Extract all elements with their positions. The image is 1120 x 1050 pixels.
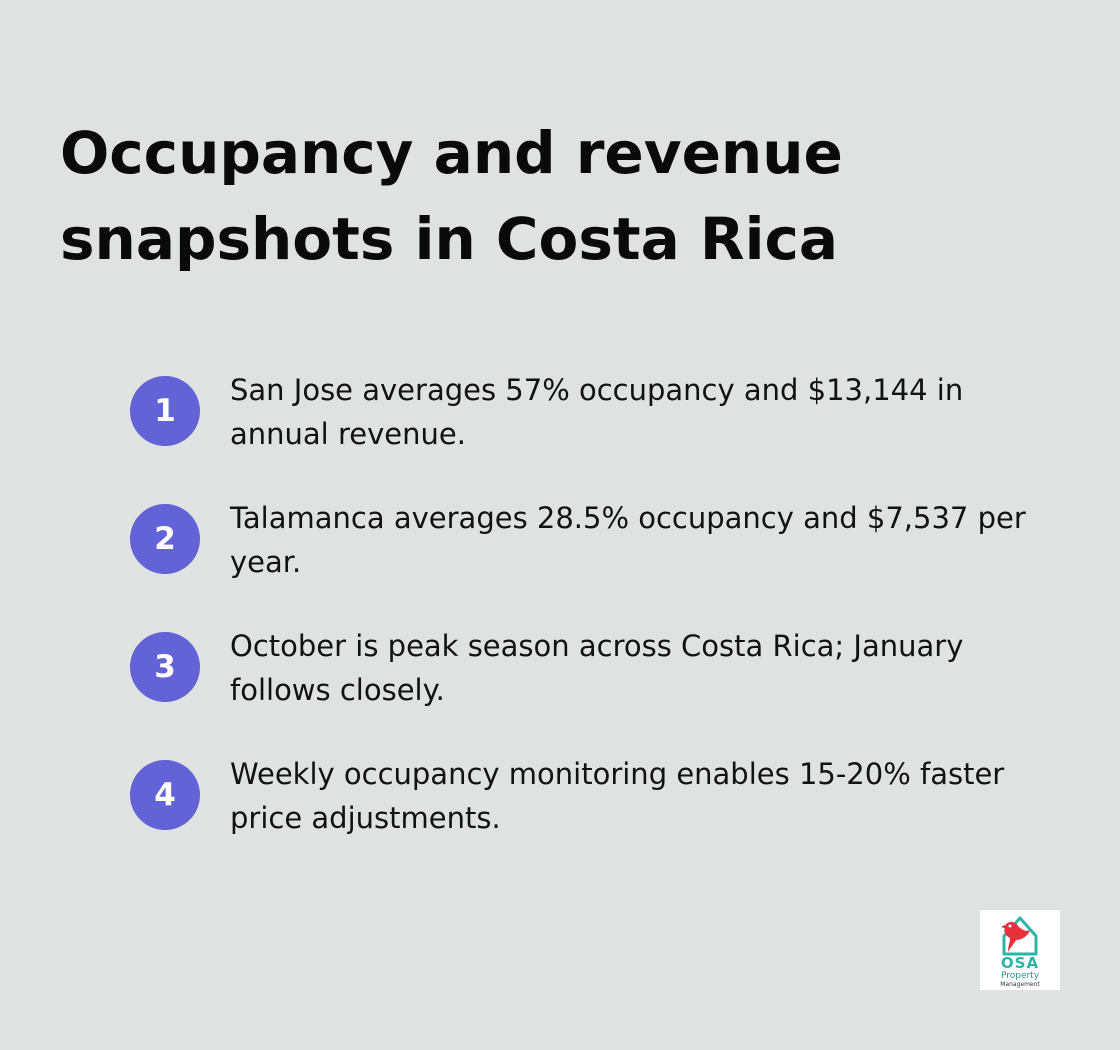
house-parrot-icon — [1001, 916, 1038, 956]
logo-wordmark: OSA — [1000, 954, 1040, 972]
list-item: 1 San Jose averages 57% occupancy and $1… — [130, 368, 1050, 496]
list-item-text: Talamanca averages 28.5% occupancy and $… — [230, 501, 1026, 579]
page-title: Occupancy and revenue snapshots in Costa… — [60, 119, 843, 273]
snapshot-list: 1 San Jose averages 57% occupancy and $1… — [130, 368, 1050, 880]
logo-subtitle: Property — [1000, 971, 1040, 981]
list-item-text: San Jose averages 57% occupancy and $13,… — [230, 373, 964, 451]
company-logo: OSA Property Management — [980, 910, 1060, 990]
step-number-badge: 3 — [130, 632, 200, 702]
step-number-badge: 1 — [130, 376, 200, 446]
list-item: 4 Weekly occupancy monitoring enables 15… — [130, 752, 1050, 880]
list-item: 2 Talamanca averages 28.5% occupancy and… — [130, 496, 1050, 624]
list-item-text: October is peak season across Costa Rica… — [230, 629, 964, 707]
list-item: 3 October is peak season across Costa Ri… — [130, 624, 1050, 752]
step-number-badge: 2 — [130, 504, 200, 574]
list-item-text: Weekly occupancy monitoring enables 15-2… — [230, 757, 1005, 835]
logo-subtitle-2: Management — [1000, 981, 1040, 988]
step-number-badge: 4 — [130, 760, 200, 830]
